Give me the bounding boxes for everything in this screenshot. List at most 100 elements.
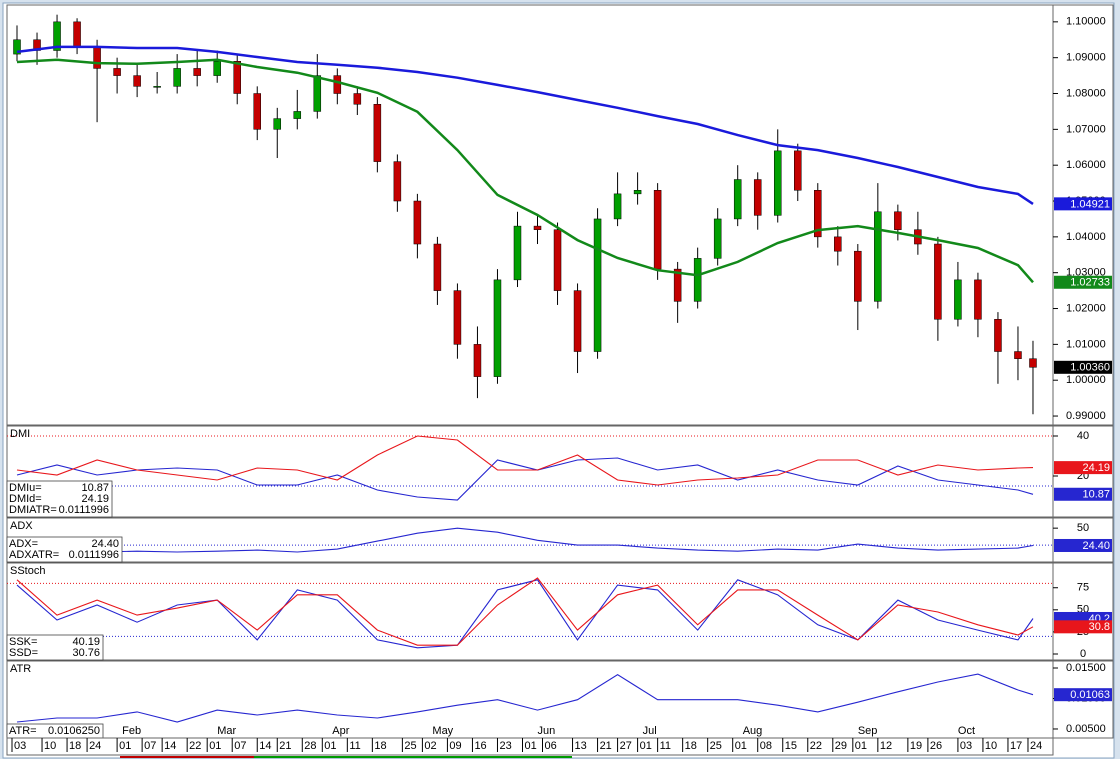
candle-body [73, 21, 81, 48]
x-tick-label: 26 [930, 740, 942, 752]
legend-name: SSK= [9, 636, 37, 648]
x-tick-label: 25 [404, 740, 416, 752]
candle-body [753, 179, 762, 216]
candle-body [13, 39, 21, 55]
last-value-label: 24.40 [1082, 540, 1110, 552]
x-tick-label: 01 [119, 740, 131, 752]
candle-body [413, 200, 422, 245]
candle-body [934, 243, 942, 320]
last-value-box [1054, 461, 1112, 475]
candle-body [353, 93, 362, 105]
last-value-label: 0.01063 [1070, 689, 1110, 701]
y-tick-label: 1.03000 [1066, 267, 1106, 279]
legend-name: SSD= [9, 647, 38, 659]
stat-name: ADXATR= [9, 549, 59, 561]
series-line [16, 579, 1034, 649]
last-value-label: 10.87 [1082, 489, 1110, 501]
series-line [16, 527, 1034, 553]
x-tick-label: 07 [144, 740, 156, 752]
candle-body [633, 190, 642, 195]
month-label: Mar [217, 725, 236, 737]
y-tick-label: 0 [1080, 648, 1086, 660]
x-tick-label: 16 [474, 740, 486, 752]
candle-body [533, 225, 542, 230]
y-tick-label: 1.04000 [1066, 231, 1106, 243]
candle-body [673, 268, 682, 302]
candle-body [713, 218, 722, 259]
legend-box [6, 480, 113, 518]
x-tick-label: 27 [620, 740, 632, 752]
y-tick-label: 1.07000 [1066, 123, 1106, 135]
x-tick-label: 17 [1010, 740, 1022, 752]
x-tick-label: 01 [735, 740, 747, 752]
last-value-label: 1.04921 [1070, 198, 1110, 210]
candle-body [733, 179, 742, 220]
legend-name: ATR= [9, 725, 37, 737]
y-tick-label: 1.00000 [1066, 374, 1106, 386]
candle-body [373, 104, 382, 162]
last-value-box [1054, 197, 1112, 211]
y-tick-label: 1.08000 [1066, 87, 1106, 99]
last-value-box [1054, 620, 1112, 634]
y-tick-label: 1.10000 [1066, 16, 1106, 28]
candle-body [333, 75, 342, 94]
month-label: May [432, 725, 453, 737]
legend-name: ADX= [9, 538, 38, 550]
series-line [16, 45, 1034, 205]
x-tick-label: 19 [910, 740, 922, 752]
x-tick-label: 24 [1030, 740, 1042, 752]
candle-body [113, 68, 121, 76]
x-tick-label: 11 [660, 740, 671, 752]
candle-body [213, 61, 221, 76]
candle-body [293, 111, 302, 119]
y-tick-label: 1.02000 [1066, 302, 1106, 314]
x-tick-label: 03 [14, 740, 26, 752]
x-tick-label: 18 [69, 740, 81, 752]
candle-body [954, 279, 962, 320]
candle-body [553, 229, 562, 291]
candle-body [814, 190, 822, 238]
date-axis [6, 737, 1054, 756]
x-tick-label: 22 [189, 740, 201, 752]
y-tick-label: 0.99000 [1066, 410, 1106, 422]
candle-body [93, 46, 101, 69]
y-tick-label: 1.06000 [1066, 159, 1106, 171]
x-tick-label: 01 [324, 740, 336, 752]
x-tick-label: 08 [760, 740, 772, 752]
candle-body [273, 118, 282, 130]
y-tick-label: 50 [1077, 522, 1089, 534]
x-tick-label: 14 [164, 740, 176, 752]
legend-name: DMIu= [9, 482, 42, 494]
candle-body [453, 290, 462, 345]
legend-value: 24.40 [91, 538, 119, 550]
x-tick-label: 15 [785, 740, 797, 752]
x-tick-label: 10 [44, 740, 56, 752]
series-line [16, 435, 1034, 486]
last-value-box [1054, 538, 1112, 552]
month-label: Apr [332, 725, 349, 737]
x-tick-label: 10 [985, 740, 997, 752]
candle-body [593, 218, 602, 352]
legend-value: 0.0106250 [48, 725, 100, 737]
candle-body [173, 68, 181, 87]
last-value-label: 24.19 [1082, 462, 1110, 474]
series-line [16, 58, 1034, 284]
panel [6, 562, 1054, 661]
candle-body [313, 75, 322, 112]
candle-body [794, 150, 802, 191]
x-tick-label: 11 [349, 740, 360, 752]
panel [6, 660, 1054, 739]
candle-body [433, 243, 442, 291]
x-tick-label: 28 [304, 740, 316, 752]
month-label: Jun [538, 725, 556, 737]
legend-value: 40.19 [72, 636, 100, 648]
month-label: Oct [958, 725, 975, 737]
y-tick-label: 75 [1077, 582, 1089, 594]
x-tick-label: 13 [575, 740, 587, 752]
last-value-label: 1.02733 [1070, 277, 1110, 289]
candle-body [1014, 351, 1022, 359]
candle-body [613, 193, 622, 220]
y-tick-label: 0.01500 [1066, 662, 1106, 674]
panel-title: ADX [10, 520, 33, 532]
